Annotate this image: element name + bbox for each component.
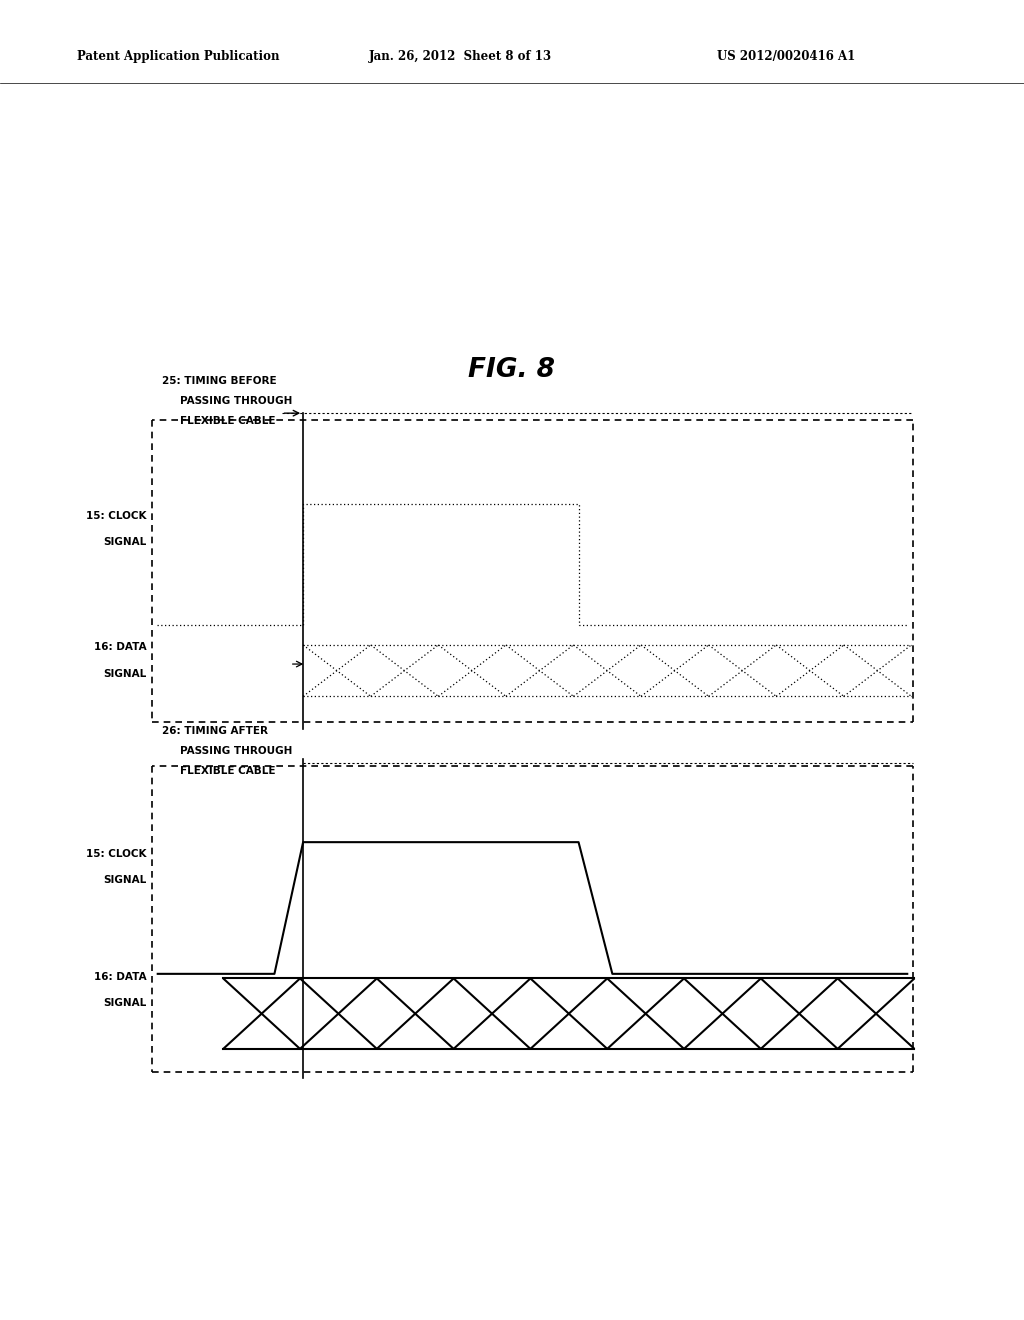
Text: FLEXIBLE CABLE: FLEXIBLE CABLE bbox=[180, 416, 275, 426]
Text: Patent Application Publication: Patent Application Publication bbox=[77, 50, 280, 63]
Text: PASSING THROUGH: PASSING THROUGH bbox=[180, 746, 293, 756]
Text: SIGNAL: SIGNAL bbox=[103, 669, 146, 678]
Text: 26: TIMING AFTER: 26: TIMING AFTER bbox=[162, 726, 268, 737]
Text: US 2012/0020416 A1: US 2012/0020416 A1 bbox=[717, 50, 855, 63]
Text: Jan. 26, 2012  Sheet 8 of 13: Jan. 26, 2012 Sheet 8 of 13 bbox=[369, 50, 552, 63]
Text: SIGNAL: SIGNAL bbox=[103, 537, 146, 548]
Text: SIGNAL: SIGNAL bbox=[103, 998, 146, 1008]
Text: 15: CLOCK: 15: CLOCK bbox=[86, 511, 146, 521]
Text: PASSING THROUGH: PASSING THROUGH bbox=[180, 396, 293, 407]
Text: 15: CLOCK: 15: CLOCK bbox=[86, 849, 146, 859]
Text: 16: DATA: 16: DATA bbox=[94, 643, 146, 652]
Text: FLEXIBLE CABLE: FLEXIBLE CABLE bbox=[180, 766, 275, 776]
Text: FIG. 8: FIG. 8 bbox=[469, 356, 555, 383]
Text: SIGNAL: SIGNAL bbox=[103, 875, 146, 886]
Text: 25: TIMING BEFORE: 25: TIMING BEFORE bbox=[162, 376, 276, 387]
Text: 16: DATA: 16: DATA bbox=[94, 972, 146, 982]
